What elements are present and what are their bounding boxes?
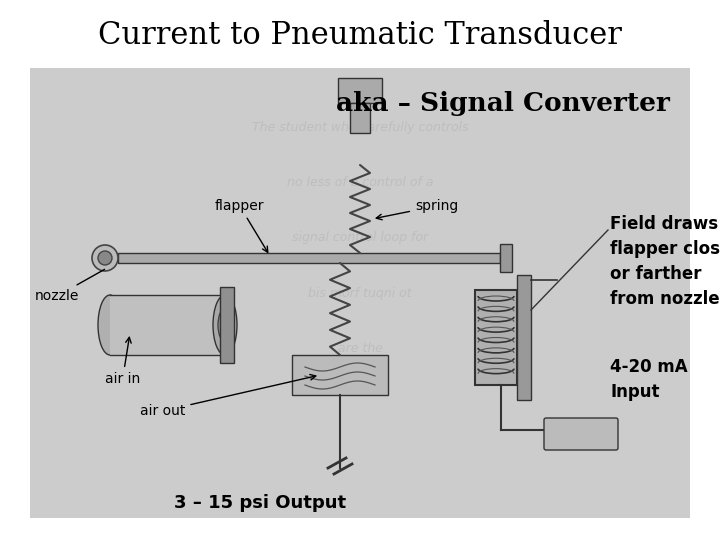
Bar bbox=[220, 287, 234, 363]
FancyBboxPatch shape bbox=[544, 418, 618, 450]
Ellipse shape bbox=[218, 308, 232, 341]
Bar bbox=[30, 68, 690, 518]
Text: air out: air out bbox=[140, 375, 316, 418]
Bar bbox=[350, 103, 370, 133]
Bar bbox=[118, 253, 500, 263]
Text: flapper: flapper bbox=[215, 199, 268, 252]
Bar bbox=[110, 295, 225, 355]
Bar bbox=[475, 290, 517, 385]
Circle shape bbox=[98, 251, 112, 265]
Text: air in: air in bbox=[105, 338, 140, 386]
Text: 4-20 mA
Input: 4-20 mA Input bbox=[610, 358, 688, 401]
Bar bbox=[517, 275, 531, 400]
Text: 3 – 15 psi Output: 3 – 15 psi Output bbox=[174, 494, 346, 512]
Bar bbox=[338, 78, 382, 103]
Text: Field draws
flapper closer
or farther
from nozzle: Field draws flapper closer or farther fr… bbox=[610, 215, 720, 308]
Ellipse shape bbox=[98, 295, 122, 355]
Text: nozzle: nozzle bbox=[35, 269, 104, 303]
Text: spring: spring bbox=[377, 199, 458, 220]
Text: are the: are the bbox=[338, 341, 382, 354]
Text: The student who carefully controls: The student who carefully controls bbox=[252, 122, 468, 134]
Circle shape bbox=[92, 245, 118, 271]
Ellipse shape bbox=[213, 295, 237, 355]
Bar bbox=[500, 244, 512, 272]
FancyBboxPatch shape bbox=[292, 355, 388, 395]
Text: bis morf tuqni ot: bis morf tuqni ot bbox=[308, 287, 412, 300]
Text: no less of a control of a: no less of a control of a bbox=[287, 177, 433, 190]
Text: signal control loop for: signal control loop for bbox=[292, 232, 428, 245]
Text: aka – Signal Converter: aka – Signal Converter bbox=[336, 91, 670, 116]
Text: Current to Pneumatic Transducer: Current to Pneumatic Transducer bbox=[98, 19, 622, 51]
